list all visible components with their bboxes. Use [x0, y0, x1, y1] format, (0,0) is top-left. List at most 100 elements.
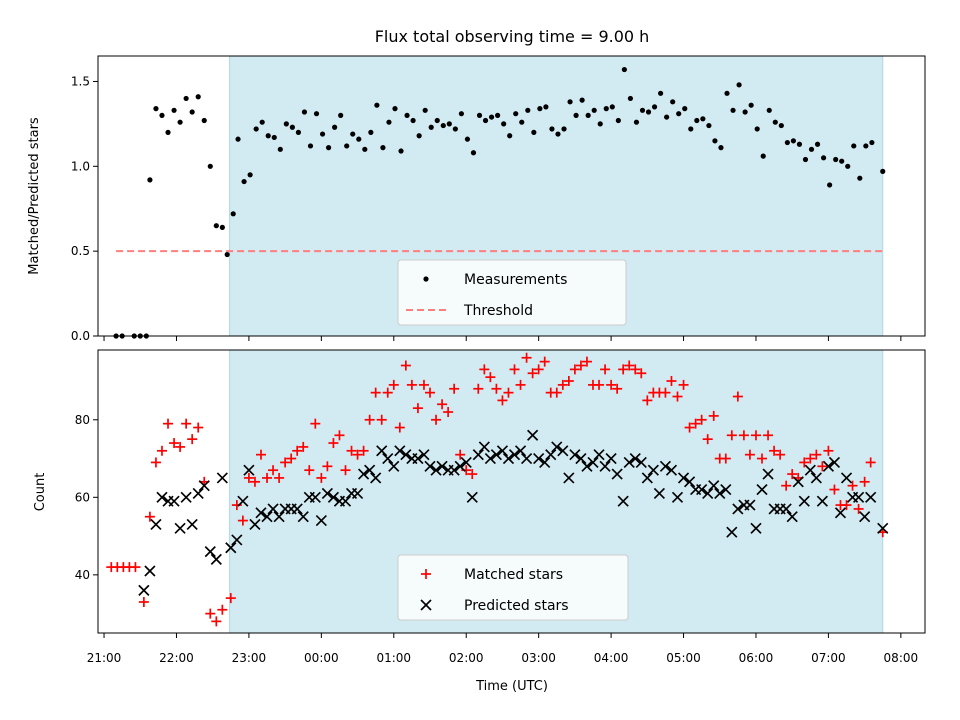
x-tick-label: 03:00: [521, 651, 556, 665]
matched-star-point: [268, 465, 279, 476]
matched-star-point: [243, 472, 254, 483]
measurement-point: [362, 146, 368, 152]
matched-star-point: [581, 356, 592, 367]
measurement-point: [171, 107, 177, 113]
predicted-star-point: [641, 472, 653, 484]
measurement-point: [802, 156, 809, 163]
measurement-point: [519, 119, 525, 125]
matched-star-point: [865, 457, 876, 468]
predicted-star-point: [792, 476, 804, 488]
measurement-point: [736, 82, 742, 88]
y-tick-label-bot: 60: [75, 490, 90, 504]
matched-star-point: [298, 441, 309, 452]
measurement-point: [766, 107, 772, 113]
matched-star-point: [696, 414, 707, 425]
predicted-star-point: [156, 491, 168, 503]
measurement-point: [664, 114, 670, 120]
predicted-star-point: [255, 507, 267, 519]
measurement-point: [857, 175, 863, 181]
measurement-point: [537, 106, 543, 112]
measurement-point: [561, 126, 567, 132]
measurement-point: [603, 106, 609, 112]
measurement-point: [863, 143, 869, 149]
matched-star-point: [642, 395, 653, 406]
matched-star-point: [262, 472, 273, 483]
predicted-star-point: [144, 565, 156, 577]
matched-star-point: [829, 484, 840, 495]
predicted-star-point: [249, 518, 261, 531]
predicted-star-point: [168, 495, 180, 507]
predicted-star-point: [267, 503, 279, 515]
measurement-point: [531, 129, 537, 135]
x-tick-label: 07:00: [811, 651, 846, 665]
matched-star-point: [781, 480, 792, 491]
x-tick-label: 21:00: [87, 651, 122, 665]
predicted-star-point: [436, 460, 448, 472]
matched-star-point: [527, 368, 538, 379]
measurement-point: [283, 121, 289, 127]
measurement-point: [259, 119, 265, 125]
measurement-point: [165, 129, 171, 135]
matched-star-point: [678, 379, 689, 390]
matched-star-point: [150, 457, 161, 468]
x-tick-label: 06:00: [739, 651, 774, 665]
predicted-star-point: [720, 483, 732, 496]
measurement-point: [627, 95, 634, 102]
predicted-star-point: [593, 449, 605, 461]
matched-star-point: [805, 453, 816, 464]
predicted-star-point: [351, 487, 364, 500]
matched-star-point: [187, 434, 198, 445]
predicted-star-point: [400, 449, 412, 461]
predicted-star-point: [237, 495, 249, 507]
measurement-point: [356, 136, 362, 142]
measurement-point: [224, 251, 230, 258]
matched-star-point: [732, 391, 743, 402]
matched-star-point: [509, 364, 520, 375]
measurement-point: [332, 124, 338, 130]
measurement-point: [319, 131, 326, 137]
measurement-point: [434, 117, 440, 124]
matched-star-point: [569, 364, 580, 375]
measurement-point: [658, 90, 664, 96]
matched-star-point: [292, 445, 303, 456]
predicted-star-point: [539, 456, 551, 469]
matched-star-point: [769, 445, 780, 456]
predicted-star-point: [804, 464, 816, 476]
predicted-star-point: [677, 472, 690, 484]
measurement-point: [470, 150, 477, 156]
bottom-axes: 40 60 80 21:00 22:00 23:00 00:00 01:00 02:00 03:0…: [75, 413, 918, 665]
measurement-point: [718, 145, 724, 151]
measurement-point: [344, 143, 350, 149]
predicted-star-point: [460, 456, 472, 469]
measurement-point: [706, 122, 712, 129]
legend-dot-marker: [423, 276, 429, 282]
predicted-star-point: [496, 445, 509, 457]
measurement-point: [597, 121, 603, 127]
matched-star-point: [491, 383, 502, 394]
predicted-star-point: [683, 476, 696, 488]
matched-star-point: [322, 461, 333, 472]
matched-star-point: [382, 387, 393, 398]
predicted-star-point: [339, 495, 352, 507]
x-tick-label: 01:00: [376, 651, 411, 665]
measurement-point: [880, 168, 886, 174]
matched-star-point: [757, 453, 768, 464]
bottom-frame: [97, 349, 926, 634]
predicted-star-point: [834, 507, 847, 519]
matched-star-point: [274, 472, 285, 483]
top-panel: 0.0 0.5 1.0 1.5 Matched/Predicted stars Mea…: [27, 55, 926, 343]
measurement-point: [189, 109, 195, 115]
matched-star-point: [169, 438, 180, 449]
predicted-star-point: [291, 503, 303, 515]
legend-box: [397, 554, 629, 621]
predicted-star-point: [174, 522, 186, 534]
matched-star-point: [859, 476, 870, 487]
predicted-star-point: [454, 460, 466, 472]
top-axes: 0.0 0.5 1.0 1.5: [71, 74, 902, 343]
matched-star-point: [310, 418, 321, 429]
measurement-point: [440, 122, 446, 129]
matched-star-point: [702, 434, 713, 445]
measurement-point: [851, 143, 857, 149]
measurement-point: [207, 163, 213, 169]
